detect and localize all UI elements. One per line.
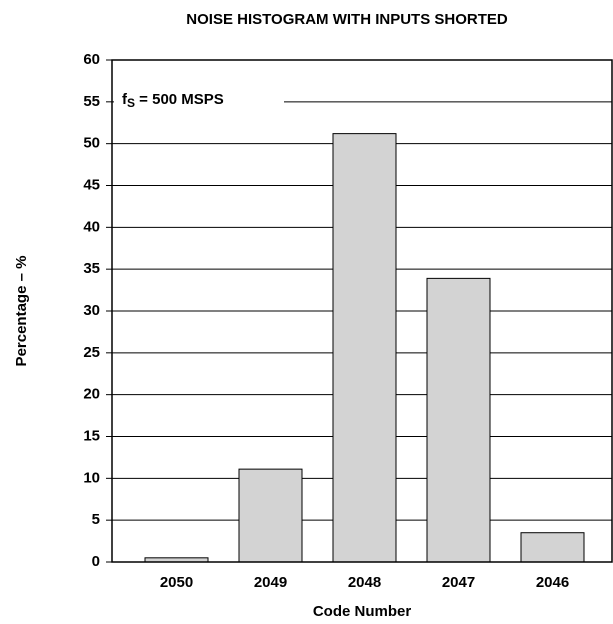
x-tick-label: 2049 xyxy=(254,574,287,591)
y-tick-label: 35 xyxy=(83,260,100,277)
y-tick-label: 55 xyxy=(83,93,100,110)
x-tick-label: 2050 xyxy=(160,574,193,591)
y-tick-label: 20 xyxy=(83,386,100,403)
y-tick-label: 60 xyxy=(83,51,100,68)
y-tick-label: 40 xyxy=(83,218,100,235)
y-tick-label: 30 xyxy=(83,302,100,319)
y-tick-label: 45 xyxy=(83,176,100,193)
plot-frame xyxy=(111,59,613,563)
bar xyxy=(238,468,303,563)
annotation-background xyxy=(114,85,284,113)
x-axis-label: Code Number xyxy=(313,603,412,620)
x-tick-label: 2048 xyxy=(348,574,381,591)
x-tick-label: 2047 xyxy=(442,574,475,591)
x-tick-label: 2046 xyxy=(536,574,569,591)
bar xyxy=(426,277,491,563)
bar xyxy=(332,133,397,563)
y-tick-label: 50 xyxy=(83,135,100,152)
y-tick-label: 15 xyxy=(83,427,100,444)
y-tick-label: 0 xyxy=(92,553,100,570)
annotation-suffix: = 500 MSPS xyxy=(135,91,224,108)
y-tick-label: 10 xyxy=(83,469,100,486)
bar xyxy=(520,532,585,563)
y-tick-label: 5 xyxy=(92,511,100,528)
annotation-main: f xyxy=(122,91,128,108)
y-axis-label: Percentage – % xyxy=(13,256,30,367)
y-tick-label: 25 xyxy=(83,344,100,361)
annotation: fS = 500 MSPS xyxy=(122,91,224,110)
chart-title: NOISE HISTOGRAM WITH INPUTS SHORTED xyxy=(186,11,508,28)
annotation-subscript: S xyxy=(127,96,135,110)
